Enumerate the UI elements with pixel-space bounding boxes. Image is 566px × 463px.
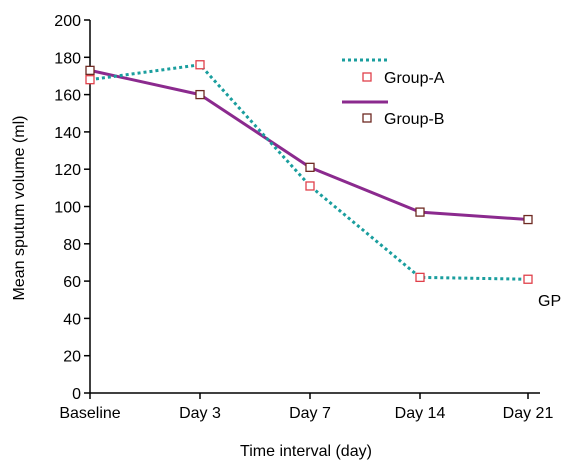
point-group-b — [305, 162, 315, 172]
y-tick-label: 60 — [63, 274, 81, 291]
annotation-label: GP — [538, 293, 561, 310]
y-tick-label: 80 — [63, 237, 81, 254]
x-ticks: Baseline Day 3 Day 7 Day 14 Day 21 — [59, 393, 553, 422]
y-tick-label: 200 — [54, 13, 81, 30]
x-axis-title: Time interval (day) — [240, 443, 372, 460]
legend-marker-group-a — [362, 72, 372, 82]
y-tick-label: 40 — [63, 311, 81, 328]
point-group-a — [523, 274, 533, 284]
y-tick-label: 140 — [54, 125, 81, 142]
y-axis-title: Mean sputum volume (ml) — [11, 116, 28, 301]
legend: Group-A Group-B — [342, 58, 445, 128]
y-tick-label: 180 — [54, 50, 81, 67]
legend-label-group-b: Group-B — [384, 111, 444, 128]
y-tick-label: 120 — [54, 162, 81, 179]
point-group-a — [415, 272, 425, 283]
series-line-group-b — [89, 68, 529, 222]
point-group-b — [523, 214, 533, 225]
y-tick-label: 20 — [63, 349, 81, 366]
x-tick-label: Day 3 — [179, 405, 221, 422]
axes — [89, 20, 540, 394]
point-group-b — [195, 89, 205, 100]
legend-marker-group-b — [362, 113, 372, 123]
series-layer — [85, 60, 533, 284]
x-tick-label: Baseline — [59, 405, 120, 422]
point-group-b — [415, 207, 425, 217]
point-group-b — [85, 65, 95, 76]
y-ticks: 0 20 40 60 80 100 120 140 160 180 200 — [54, 13, 90, 403]
legend-label-group-a: Group-A — [384, 70, 445, 87]
series-line-group-a — [89, 63, 529, 281]
x-tick-label: Day 7 — [289, 405, 331, 422]
point-group-a — [195, 60, 205, 70]
point-group-a — [85, 75, 95, 85]
y-tick-label: 100 — [54, 200, 81, 217]
x-tick-label: Day 14 — [395, 405, 446, 422]
point-group-a — [305, 181, 315, 191]
x-tick-label: Day 21 — [503, 405, 554, 422]
y-tick-label: 160 — [54, 88, 81, 105]
y-tick-label: 0 — [72, 386, 81, 403]
